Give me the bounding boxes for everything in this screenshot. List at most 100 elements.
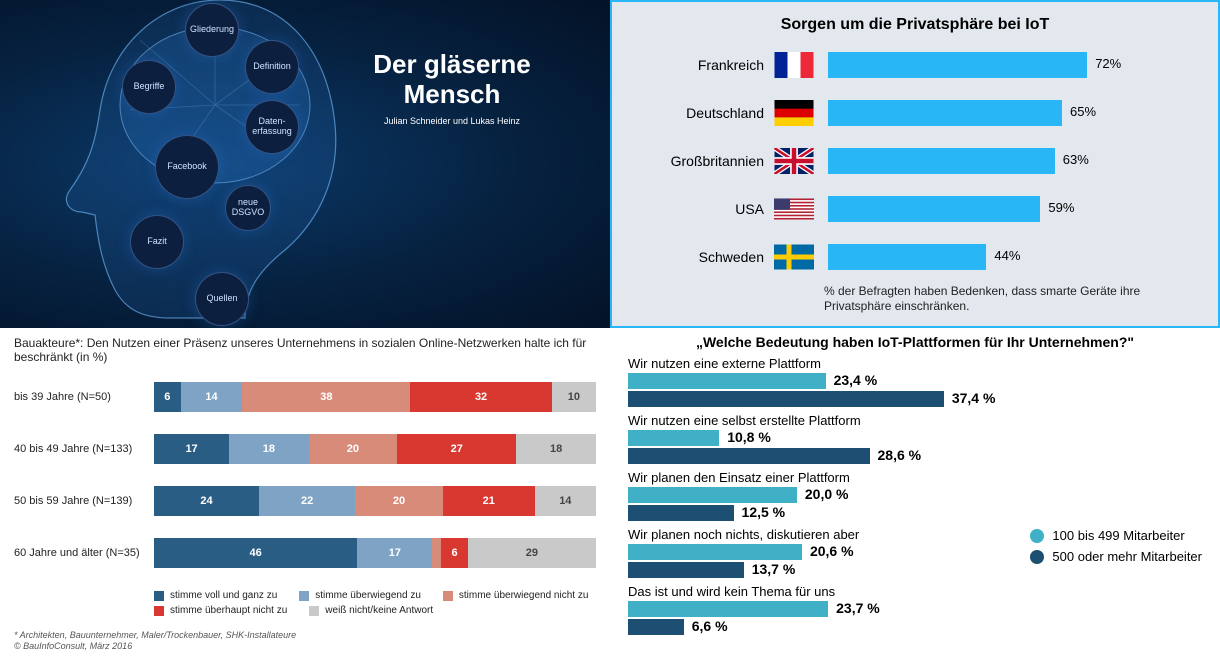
bar — [828, 148, 1055, 174]
group-label: Wir nutzen eine selbst erstellte Plattfo… — [628, 413, 1202, 428]
bar-segment: 18 — [229, 434, 309, 464]
legend-dot — [1030, 529, 1044, 543]
bar-value: 20,0 % — [805, 486, 849, 502]
row-label: bis 39 Jahre (N=50) — [14, 391, 154, 403]
bar-segment: 21 — [443, 486, 535, 516]
bar-segment: 24 — [154, 486, 259, 516]
topic-node: Gliederung — [185, 3, 239, 57]
bar-value: 65% — [1070, 104, 1096, 119]
country-label: Schweden — [624, 249, 774, 265]
infographic-subtitle: Julian Schneider und Lukas Heinz — [322, 116, 582, 126]
legend-item: stimme überhaupt nicht zu — [154, 605, 287, 616]
stacked-row: 40 bis 49 Jahre (N=133)1718202718 — [14, 434, 596, 464]
country-label: USA — [624, 201, 774, 217]
bar: 20,0 % — [628, 487, 1202, 503]
stacked-row: bis 39 Jahre (N=50)614383210 — [14, 382, 596, 412]
country-row: Deutschland 65% — [624, 92, 1206, 134]
bar-value: 12,5 % — [742, 504, 786, 520]
row-label: 40 bis 49 Jahre (N=133) — [14, 443, 154, 455]
legend-swatch — [299, 591, 309, 601]
bar: 37,4 % — [628, 391, 1202, 407]
chart-legend: 100 bis 499 Mitarbeiter500 oder mehr Mit… — [1030, 528, 1202, 570]
bar-group: Wir nutzen eine selbst erstellte Plattfo… — [628, 413, 1202, 464]
bar-segment: 20 — [355, 486, 443, 516]
grouped-bar-chart: „Welche Bedeutung haben IoT-Plattformen … — [610, 328, 1220, 659]
flag-icon — [774, 52, 814, 78]
bar-segment: 6 — [154, 382, 181, 412]
group-label: Das ist und wird kein Thema für uns — [628, 584, 1202, 599]
bar-segment: 46 — [154, 538, 357, 568]
bar-segment: 10 — [552, 382, 596, 412]
legend-item: 500 oder mehr Mitarbeiter — [1030, 549, 1202, 564]
bar-segment: 17 — [357, 538, 432, 568]
chart-question: Bauakteure*: Den Nutzen einer Präsenz un… — [14, 336, 596, 364]
bar: 6,6 % — [628, 619, 1202, 635]
bar-segment: 6 — [441, 538, 468, 568]
chart-footnote: % der Befragten haben Bedenken, dass sma… — [824, 284, 1206, 314]
row-label: 60 Jahre und älter (N=35) — [14, 547, 154, 559]
country-row: Frankreich72% — [624, 44, 1206, 86]
title-line2: Mensch — [404, 79, 501, 109]
stacked-bar: 4617629 — [154, 538, 596, 568]
stacked-bar-chart: Bauakteure*: Den Nutzen einer Präsenz un… — [0, 328, 610, 659]
bar: 23,7 % — [628, 601, 1202, 617]
country-label: Frankreich — [624, 57, 774, 73]
bar-group: Wir nutzen eine externe Plattform23,4 % 3… — [628, 356, 1202, 407]
row-label: 50 bis 59 Jahre (N=139) — [14, 495, 154, 507]
bar-value: 10,8 % — [727, 429, 771, 445]
topic-node: Daten-erfassung — [245, 100, 299, 154]
legend-dot — [1030, 550, 1044, 564]
bar — [828, 52, 1087, 78]
bar: 12,5 % — [628, 505, 1202, 521]
bar-value: 44% — [994, 248, 1020, 263]
bar-segment: 32 — [410, 382, 551, 412]
bar-segment: 18 — [516, 434, 596, 464]
bar-group: Das ist und wird kein Thema für uns 23,7 … — [628, 584, 1202, 635]
stacked-bar: 614383210 — [154, 382, 596, 412]
bar — [828, 100, 1062, 126]
bar: 10,8 % — [628, 430, 1202, 446]
country-row: USA59% — [624, 188, 1206, 230]
iot-privacy-chart: Sorgen um die Privatsphäre bei IoT Frank… — [610, 0, 1220, 328]
brain-infographic: GliederungDefinitionBegriffeDaten-erfass… — [0, 0, 610, 328]
flag-icon — [774, 100, 814, 126]
group-label: Wir nutzen eine externe Plattform — [628, 356, 1202, 371]
infographic-title: Der gläserneMensch Julian Schneider und … — [322, 50, 582, 126]
legend-item: stimme überwiegend zu — [299, 590, 421, 601]
bar-segment: 22 — [259, 486, 355, 516]
chart-source: * Architekten, Bauunternehmer, Maler/Tro… — [14, 630, 296, 653]
stacked-bar: 2422202114 — [154, 486, 596, 516]
bar: 28,6 % — [628, 448, 1202, 464]
stacked-row: 60 Jahre und älter (N=35)4617629 — [14, 538, 596, 568]
legend-swatch — [154, 591, 164, 601]
bar-value: 6,6 % — [692, 618, 728, 634]
flag-icon — [774, 196, 814, 222]
legend-swatch — [154, 606, 164, 616]
flag-icon — [774, 244, 814, 270]
bar-segment: 17 — [154, 434, 229, 464]
bar-value: 23,4 % — [834, 372, 878, 388]
chart-title: „Welche Bedeutung haben IoT-Plattformen … — [628, 334, 1202, 350]
country-label: Deutschland — [624, 105, 774, 121]
legend-item: stimme voll und ganz zu — [154, 590, 277, 601]
title-line1: Der gläserne — [373, 49, 531, 79]
stacked-row: 50 bis 59 Jahre (N=139)2422202114 — [14, 486, 596, 516]
legend-item: weiß nicht/keine Antwort — [309, 605, 433, 616]
country-row: Schweden 44% — [624, 236, 1206, 278]
country-row: Großbritannien 63% — [624, 140, 1206, 182]
bar-value: 63% — [1063, 152, 1089, 167]
chart-legend: stimme voll und ganz zu stimme überwiegen… — [154, 590, 596, 620]
bar-value: 28,6 % — [878, 447, 922, 463]
bar-segment: 20 — [309, 434, 397, 464]
group-label: Wir planen den Einsatz einer Plattform — [628, 470, 1202, 485]
topic-node: Quellen — [195, 272, 249, 326]
flag-icon — [774, 148, 814, 174]
country-label: Großbritannien — [624, 153, 774, 169]
legend-item: stimme überwiegend nicht zu — [443, 590, 589, 601]
topic-node: Facebook — [155, 135, 219, 199]
legend-swatch — [309, 606, 319, 616]
bar-segment — [432, 538, 441, 568]
topic-node: neueDSGVO — [225, 185, 271, 231]
bar-segment: 38 — [242, 382, 410, 412]
bar — [828, 196, 1040, 222]
